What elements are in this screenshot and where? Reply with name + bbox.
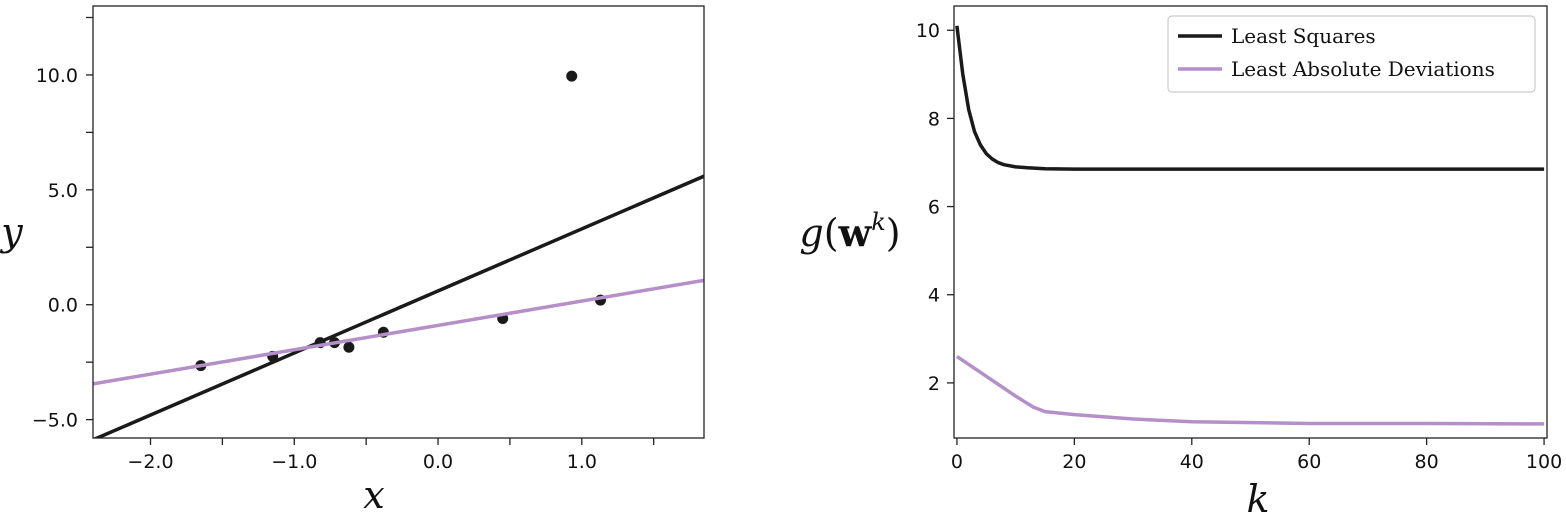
right-x-tick-label: 20 [1062, 451, 1086, 473]
left-y-tick-label: 10.0 [36, 65, 78, 87]
right-x-axis-label: k [1246, 477, 1269, 519]
least-squares-fit-line [93, 174, 704, 438]
left-x-tick-label: 1.0 [567, 451, 597, 473]
right-plot-frame [953, 5, 1548, 439]
left-x-tick-label: 0.0 [423, 451, 453, 473]
right-y-label-g: g [799, 211, 823, 255]
left-axes: −2.0 −1.0 0.0 1.0 −5.0 0.0 5.0 10.0 [32, 16, 655, 473]
data-point-7 [566, 70, 578, 82]
left-y-axis-label: y [0, 210, 23, 254]
lad-fit-line [93, 278, 704, 386]
right-y-axis-label: g(wk) [799, 208, 900, 255]
right-y-tick-label: 6 [928, 197, 940, 219]
lad-series-line [955, 354, 1545, 426]
right-y-label-open: ( [824, 211, 839, 255]
legend: Least Squares Least Absolute Deviations [1167, 15, 1536, 93]
left-plot-marks [93, 70, 704, 438]
right-axes: 0 20 40 60 80 100 2 4 6 8 10 [916, 20, 1562, 473]
right-y-tick-label: 10 [916, 20, 940, 42]
right-plot-marks [955, 25, 1545, 426]
right-y-label-close: ) [886, 211, 901, 255]
right-y-label-sup: k [871, 208, 886, 236]
right-x-tick-label: 40 [1180, 451, 1204, 473]
left-y-tick-label: 5.0 [48, 180, 78, 202]
left-x-tick-label: −2.0 [127, 451, 173, 473]
right-y-label-w: w [838, 210, 873, 255]
left-x-tick-label: −1.0 [271, 451, 317, 473]
right-x-tick-label: 100 [1526, 451, 1562, 473]
data-point-4 [343, 341, 355, 353]
right-y-tick-label: 2 [928, 373, 940, 395]
right-y-tick-label: 4 [928, 285, 940, 307]
right-x-tick-label: 0 [951, 451, 963, 473]
right-y-tick-label: 8 [928, 108, 940, 130]
left-y-tick-label: −5.0 [32, 410, 78, 432]
right-x-tick-label: 80 [1415, 451, 1439, 473]
left-x-axis-label: x [363, 473, 384, 517]
least-squares-series-line [955, 25, 1545, 171]
legend-label-least-squares: Least Squares [1231, 24, 1376, 48]
left-y-tick-label: 0.0 [48, 295, 78, 317]
scatter-regression-panel: −2.0 −1.0 0.0 1.0 −5.0 0.0 5.0 10.0 x y [0, 5, 705, 517]
right-x-tick-label: 60 [1297, 451, 1321, 473]
left-plot-frame [92, 5, 705, 439]
legend-label-lad: Least Absolute Deviations [1231, 57, 1495, 81]
legend-box [1167, 15, 1536, 93]
